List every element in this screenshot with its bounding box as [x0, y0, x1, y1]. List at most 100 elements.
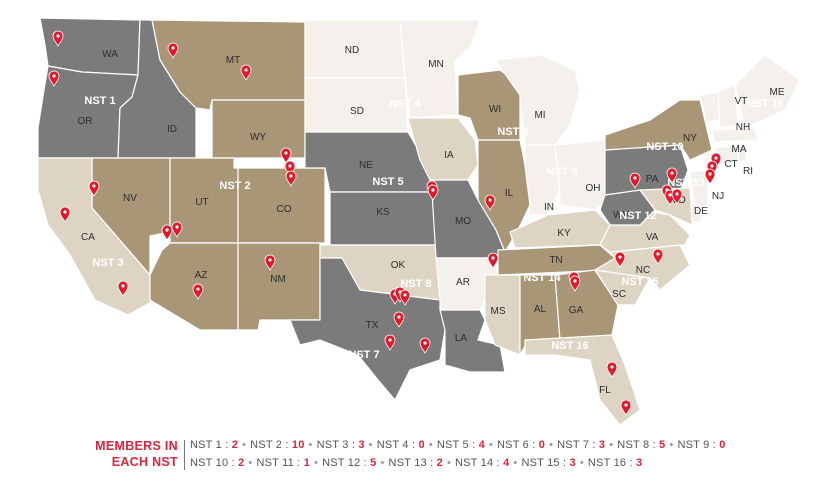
- state-label-ri: RI: [743, 166, 753, 177]
- state-label-nh: NH: [736, 122, 750, 133]
- legend-item-count: 2: [231, 439, 239, 451]
- state-ny: [604, 99, 713, 161]
- state-la: [439, 309, 506, 373]
- state-labels-layer: WA OR ID MT WY NV UT CO CA AZ NM ND SD NE KS OK TX MN IA MO…: [78, 45, 785, 396]
- nst-label-16: NST 16: [551, 340, 588, 352]
- legend-separator: •: [669, 439, 674, 451]
- legend-item-label: NST 7 :: [557, 439, 599, 451]
- legend-item-count: 2: [436, 457, 443, 469]
- legend-item-label: NST 11 :: [256, 457, 304, 469]
- nst-label-8: NST 8: [400, 278, 431, 290]
- legend-item: NST 10 : 2: [190, 457, 244, 469]
- state-label-ia: IA: [444, 150, 454, 161]
- nst-label-5: NST 5: [372, 176, 403, 188]
- nst-labels-layer: NST 1 NST 2 NST 3 NST 4 NST 5 NST 6 NST 7 NST 8…: [84, 95, 783, 361]
- state-label-ut: UT: [195, 197, 208, 208]
- nst-label-14: NST 14: [523, 272, 561, 284]
- state-label-nv: NV: [123, 193, 137, 204]
- legend-title: MEMBERS IN EACH NST: [80, 438, 178, 470]
- legend-separator: •: [308, 439, 313, 451]
- legend: MEMBERS IN EACH NST NST 1 : 2 • NST 2 : 10…: [0, 438, 830, 488]
- legend-item-count: 3: [569, 457, 576, 469]
- member-pin-icon: [167, 42, 179, 59]
- member-pin-icon: [88, 180, 100, 197]
- legend-item: NST 15 : 3: [521, 457, 575, 469]
- legend-separator: •: [549, 439, 554, 451]
- nst-label-10: NST 10: [646, 141, 683, 153]
- state-label-ny: NY: [683, 133, 697, 144]
- member-pin-icon: [59, 206, 71, 223]
- state-label-sc: SC: [612, 289, 626, 300]
- legend-item: NST 9 : 0: [677, 439, 725, 451]
- state-label-mo: MO: [455, 216, 471, 227]
- legend-divider: [184, 440, 185, 470]
- legend-separator: •: [513, 457, 518, 469]
- legend-item-count: 0: [418, 439, 425, 451]
- nst-label-6: NST 6: [497, 126, 528, 138]
- state-il: [477, 139, 531, 253]
- state-label-ne: NE: [359, 160, 373, 171]
- legend-item-label: NST 16 :: [587, 457, 636, 469]
- nst-label-15: NST 15: [621, 276, 658, 288]
- member-pin-icon: [484, 194, 496, 211]
- nst-label-1: NST 1: [84, 95, 115, 107]
- state-label-oh: OH: [586, 183, 601, 194]
- member-pin-icon: [284, 160, 296, 177]
- state-label-ct: CT: [724, 159, 737, 170]
- legend-separator: •: [242, 439, 247, 451]
- member-pin-icon: [384, 334, 396, 351]
- state-label-ga: GA: [569, 305, 584, 316]
- state-label-nd: ND: [345, 45, 359, 56]
- state-label-co: CO: [277, 204, 292, 215]
- legend-item: NST 12 : 5: [322, 457, 376, 469]
- state-label-ok: OK: [391, 260, 406, 271]
- nst-label-4: NST 4: [389, 98, 421, 110]
- state-label-id: ID: [167, 124, 177, 135]
- legend-item-count: 3: [598, 439, 606, 451]
- state-ia: [407, 117, 479, 181]
- state-nm: [237, 242, 321, 331]
- legend-item-label: NST 2 :: [250, 439, 292, 451]
- us-map: WA OR ID MT WY NV UT CO CA AZ NM ND SD NE KS OK TX MN IA MO…: [37, 17, 801, 426]
- state-nj: [689, 169, 709, 211]
- state-label-ma: MA: [732, 144, 747, 155]
- state-wy: [211, 99, 306, 159]
- legend-separator: •: [248, 457, 253, 469]
- member-pin-icon: [569, 275, 581, 292]
- states-layer: [37, 17, 801, 426]
- legend-item-count: 0: [538, 439, 546, 451]
- member-pin-icon: [393, 311, 405, 328]
- legend-item: NST 1 : 2: [190, 439, 238, 451]
- legend-item-label: NST 14 :: [455, 457, 504, 469]
- state-label-wy: WY: [250, 132, 266, 143]
- state-label-nc: NC: [636, 265, 650, 276]
- legend-item-label: NST 10 :: [190, 457, 239, 469]
- member-pin-icon: [161, 224, 173, 241]
- legend-item: NST 16 : 3: [588, 457, 642, 469]
- member-pin-icon: [704, 168, 716, 185]
- state-label-vt: VT: [735, 96, 748, 107]
- legend-item-label: NST 8 :: [617, 439, 660, 451]
- member-pin-icon: [171, 221, 183, 238]
- nst-label-9: NST 9: [546, 166, 577, 178]
- state-co: [237, 167, 326, 244]
- nst-label-12: NST 12: [619, 210, 656, 222]
- member-pin-icon: [52, 30, 64, 47]
- legend-item-label: NST 15 :: [521, 457, 570, 469]
- member-pin-icon: [487, 252, 499, 269]
- member-pin-icon: [240, 64, 252, 81]
- state-label-mi: MI: [534, 110, 545, 121]
- legend-item-label: NST 6 :: [497, 439, 539, 451]
- state-label-ca: CA: [81, 232, 95, 243]
- member-pin-icon: [117, 280, 129, 297]
- nst-label-3: NST 3: [92, 257, 123, 269]
- legend-separator: •: [488, 439, 494, 451]
- member-pin-icon: [620, 399, 632, 416]
- state-label-nm: NM: [270, 274, 286, 285]
- state-me: [734, 54, 801, 129]
- state-label-wi: WI: [489, 104, 501, 115]
- legend-item-label: NST 4 :: [376, 439, 419, 451]
- legend-item: NST 7 : 3: [557, 439, 605, 451]
- state-label-ky: KY: [557, 228, 571, 239]
- legend-separator: •: [368, 439, 373, 451]
